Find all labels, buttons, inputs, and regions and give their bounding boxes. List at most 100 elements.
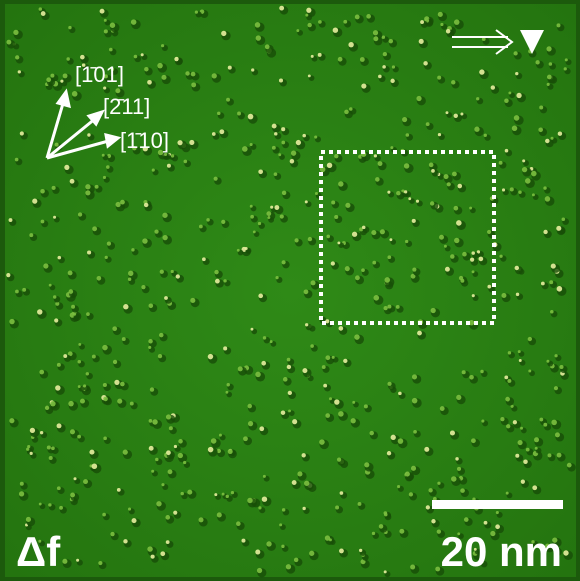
adsorbate [258, 169, 263, 174]
adsorbate [238, 366, 243, 371]
adsorbate [405, 240, 408, 243]
adsorbate [392, 65, 395, 68]
adsorbate [398, 438, 404, 444]
adsorbate [472, 270, 475, 273]
adsorbate [226, 98, 230, 102]
adsorbate [40, 431, 43, 434]
adsorbate [74, 477, 77, 480]
adsorbate [103, 437, 107, 441]
adsorbate [117, 399, 122, 404]
adsorbate [78, 385, 81, 388]
adsorbate [70, 429, 75, 434]
adsorbate [149, 303, 154, 308]
adsorbate [144, 67, 148, 71]
adsorbate [534, 437, 539, 442]
adsorbate [484, 134, 487, 137]
adsorbate [515, 454, 519, 458]
adsorbate [521, 480, 525, 484]
adsorbate [426, 122, 430, 126]
adsorbate [364, 462, 369, 467]
adsorbate [558, 131, 562, 135]
adsorbate [9, 418, 14, 423]
adsorbate [279, 78, 283, 82]
adsorbate [387, 191, 390, 194]
adsorbate [543, 423, 547, 427]
adsorbate [63, 73, 68, 78]
adsorbate [355, 15, 360, 20]
adsorbate [423, 61, 427, 65]
adsorbate [450, 254, 454, 258]
adsorbate [551, 420, 557, 426]
adsorbate [380, 229, 385, 234]
adsorbate [120, 382, 125, 387]
adsorbate [57, 363, 61, 367]
adsorbate [314, 135, 317, 138]
adsorbate [506, 492, 509, 495]
adsorbate [431, 308, 436, 313]
adsorbate [507, 379, 511, 383]
adsorbate [508, 91, 511, 94]
adsorbate [98, 561, 102, 565]
adsorbate [282, 508, 285, 511]
adsorbate [514, 115, 520, 121]
adsorbate [340, 491, 344, 495]
adsorbate [76, 559, 79, 562]
adsorbate [543, 186, 546, 189]
adsorbate [71, 305, 75, 309]
adsorbate [158, 354, 162, 358]
adsorbate [369, 431, 373, 435]
adsorbate [154, 230, 158, 234]
adsorbate [550, 310, 554, 314]
adsorbate [438, 12, 443, 17]
adsorbate [103, 397, 108, 402]
adsorbate [279, 6, 284, 11]
adsorbate [438, 133, 441, 136]
adsorbate [97, 276, 102, 281]
adsorbate [389, 238, 392, 241]
adsorbate [435, 567, 440, 572]
adsorbate [59, 506, 63, 510]
adsorbate [53, 295, 56, 298]
adsorbate [424, 447, 429, 452]
adsorbate [471, 251, 474, 254]
adsorbate [396, 305, 400, 309]
adsorbate [195, 11, 198, 14]
adsorbate [308, 74, 311, 77]
adsorbate [270, 206, 273, 209]
adsorbate [80, 55, 85, 60]
adsorbate [255, 22, 260, 27]
adsorbate [345, 266, 350, 271]
adsorbate [26, 448, 29, 451]
adsorbate [122, 337, 126, 341]
adsorbate [416, 200, 419, 203]
adsorbate [344, 110, 349, 115]
adsorbate [280, 214, 284, 218]
adsorbate [174, 445, 177, 448]
adsorbate [32, 199, 37, 204]
adsorbate [263, 475, 266, 478]
adsorbate [549, 280, 553, 284]
afm-image: [1̄01] [2̄11] [1̄10] 20 nm Δf [0, 0, 580, 581]
adsorbate [387, 451, 391, 455]
adsorbate [77, 435, 81, 439]
adsorbate [546, 360, 549, 363]
adsorbate [272, 146, 276, 150]
adsorbate [535, 447, 538, 450]
adsorbate [95, 185, 99, 189]
adsorbate [212, 73, 217, 78]
adsorbate [164, 296, 168, 300]
adsorbate [92, 463, 98, 469]
adsorbate [567, 463, 572, 468]
adsorbate [412, 219, 416, 223]
adsorbate [166, 450, 171, 455]
adsorbate [562, 217, 566, 221]
adsorbate [454, 114, 458, 118]
adsorbate [545, 139, 550, 144]
scale-label: 20 nm [441, 528, 562, 575]
adsorbate [219, 129, 224, 134]
adsorbate [106, 165, 110, 169]
adsorbate [64, 165, 69, 170]
adsorbate [214, 493, 217, 496]
adsorbate [147, 80, 152, 85]
adsorbate [41, 11, 46, 16]
